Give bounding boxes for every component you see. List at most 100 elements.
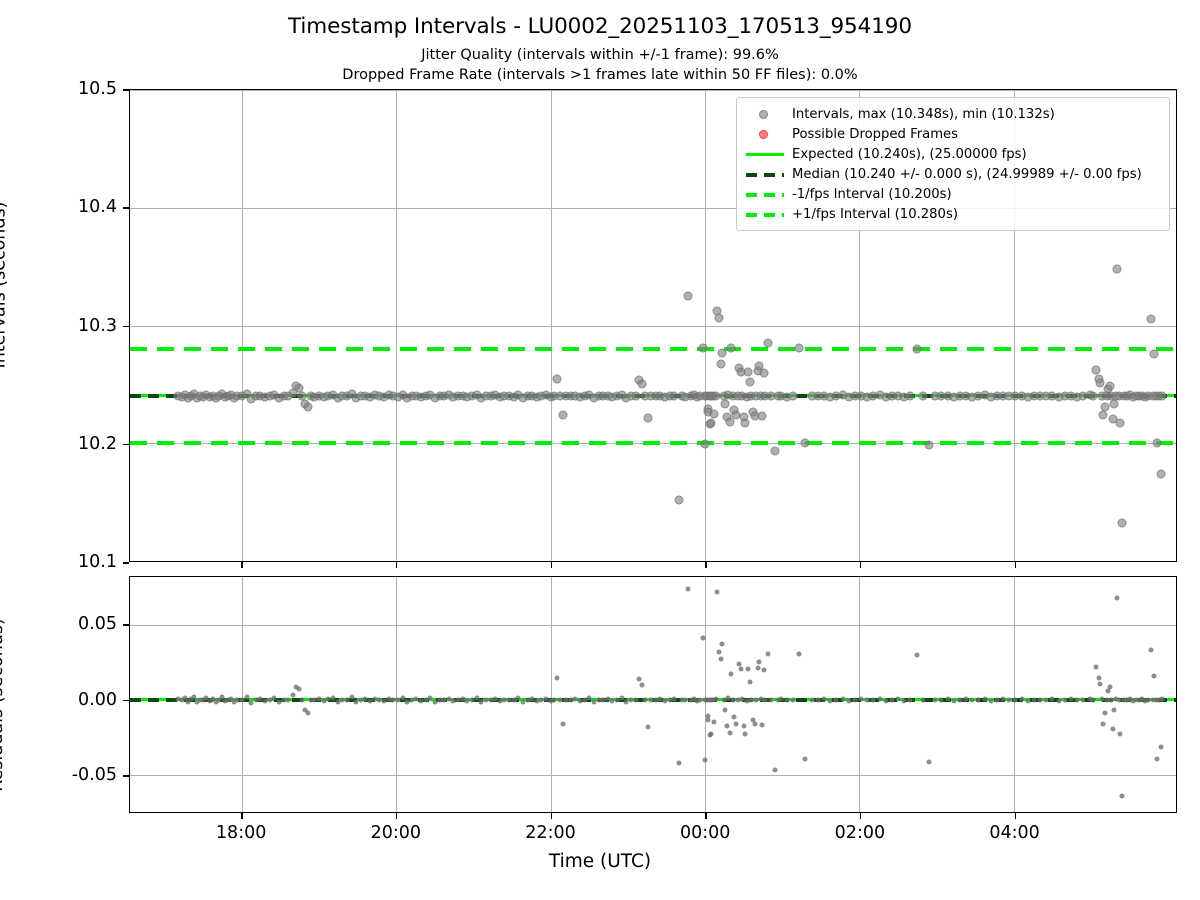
data-point xyxy=(185,699,191,705)
chart-legend: Intervals, max (10.348s), min (10.132s) P… xyxy=(736,97,1170,231)
data-point xyxy=(381,698,387,704)
data-point xyxy=(969,697,975,703)
data-point xyxy=(709,409,719,419)
data-point xyxy=(554,675,560,681)
data-point xyxy=(1117,518,1127,528)
data-point xyxy=(234,697,240,703)
data-point xyxy=(883,698,889,704)
data-point xyxy=(1108,697,1114,703)
data-point xyxy=(460,696,466,702)
data-point xyxy=(740,418,750,428)
data-point xyxy=(738,666,744,672)
data-point xyxy=(951,698,957,704)
data-point xyxy=(784,697,790,703)
x-tick-mark xyxy=(705,813,707,819)
data-point xyxy=(207,698,212,704)
y-tick-mark xyxy=(123,562,129,564)
data-point xyxy=(759,722,765,728)
x-gridline xyxy=(859,577,861,812)
data-point xyxy=(572,696,578,702)
x-tick-mark xyxy=(705,562,707,568)
data-point xyxy=(736,661,742,667)
data-point xyxy=(296,686,302,692)
data-point xyxy=(276,699,282,705)
y-tick-mark xyxy=(123,443,129,446)
data-point xyxy=(796,651,802,657)
data-point xyxy=(705,717,711,723)
data-point xyxy=(551,697,557,703)
data-point xyxy=(1145,697,1151,703)
data-point xyxy=(945,696,950,702)
data-point xyxy=(191,694,197,700)
data-point xyxy=(1109,399,1119,409)
y-tick-mark xyxy=(123,207,129,209)
data-point xyxy=(982,696,988,702)
data-point xyxy=(1095,378,1105,388)
data-point xyxy=(253,697,259,703)
data-point xyxy=(400,695,405,701)
y-tick-label: 0.05 xyxy=(78,614,117,635)
data-point xyxy=(376,697,382,703)
data-point xyxy=(754,361,764,371)
data-point xyxy=(302,707,308,713)
data-point xyxy=(582,697,588,703)
legend-line-key xyxy=(745,147,785,161)
data-point xyxy=(262,698,268,704)
residuals-plot-area xyxy=(129,576,1177,813)
data-point xyxy=(639,682,645,688)
data-point xyxy=(339,697,345,703)
data-point xyxy=(614,697,620,703)
data-point xyxy=(409,697,415,703)
data-point xyxy=(548,698,554,704)
data-point xyxy=(538,697,544,703)
data-point xyxy=(683,291,693,301)
data-point xyxy=(778,696,784,702)
reference-line-minus-one-fps xyxy=(130,441,1176,445)
data-point xyxy=(311,697,317,703)
data-point xyxy=(1146,314,1156,324)
data-point xyxy=(907,697,913,703)
y-gridline xyxy=(130,325,1176,327)
data-point xyxy=(705,713,711,719)
data-point xyxy=(994,697,1000,703)
data-point xyxy=(648,697,654,703)
legend-line-key xyxy=(745,207,785,221)
data-point xyxy=(474,695,480,701)
data-point xyxy=(745,666,751,672)
data-point xyxy=(722,707,728,713)
page-title: Timestamp Intervals - LU0002_20251103_17… xyxy=(288,14,912,39)
intervals-y-axis-label: Intervals (seconds) xyxy=(0,201,10,369)
data-point xyxy=(770,446,780,456)
x-tick-mark xyxy=(550,562,553,568)
data-point xyxy=(704,697,710,703)
data-point xyxy=(200,697,206,703)
data-point xyxy=(643,413,653,423)
data-point xyxy=(726,343,736,353)
x-tick-mark xyxy=(395,562,398,568)
data-point xyxy=(464,698,470,704)
data-point xyxy=(1099,696,1105,702)
data-point xyxy=(558,410,568,420)
data-point xyxy=(1151,673,1157,679)
data-point xyxy=(281,697,287,703)
data-point xyxy=(1006,697,1012,703)
data-point xyxy=(1062,697,1068,703)
data-point xyxy=(1117,731,1123,737)
data-point xyxy=(386,696,392,702)
data-point xyxy=(682,697,688,703)
data-point xyxy=(1096,675,1102,681)
data-point xyxy=(1156,469,1166,479)
x-tick-mark xyxy=(1014,813,1017,819)
data-point xyxy=(679,697,685,703)
data-point xyxy=(1119,793,1125,799)
data-point xyxy=(716,649,722,655)
dropped-frame-rate-subtitle: Dropped Frame Rate (intervals >1 frames … xyxy=(342,67,858,83)
data-point xyxy=(244,694,250,700)
data-point xyxy=(1102,710,1108,716)
data-point xyxy=(706,418,716,428)
data-point xyxy=(720,399,730,409)
data-point xyxy=(1049,696,1055,702)
dropped-frame-marker-icon xyxy=(759,130,768,139)
data-point xyxy=(222,698,228,704)
